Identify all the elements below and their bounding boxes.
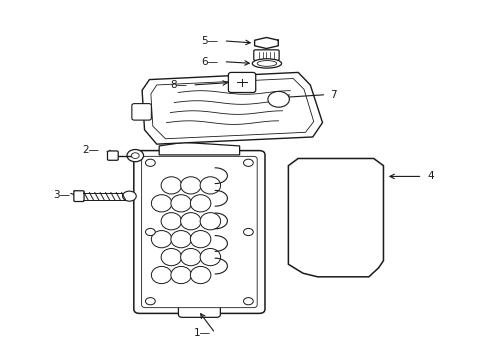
Ellipse shape	[190, 266, 210, 284]
FancyBboxPatch shape	[132, 104, 151, 120]
Ellipse shape	[170, 266, 191, 284]
Ellipse shape	[161, 248, 181, 266]
Text: 6—: 6—	[201, 57, 218, 67]
FancyBboxPatch shape	[253, 50, 279, 60]
Ellipse shape	[151, 266, 171, 284]
Ellipse shape	[252, 59, 281, 68]
Circle shape	[145, 298, 155, 305]
FancyBboxPatch shape	[228, 72, 255, 93]
FancyBboxPatch shape	[142, 156, 257, 308]
Ellipse shape	[151, 195, 171, 212]
Polygon shape	[142, 72, 322, 144]
Ellipse shape	[180, 177, 201, 194]
Text: 3—: 3—	[53, 190, 70, 200]
Text: 7: 7	[329, 90, 336, 100]
Ellipse shape	[257, 60, 276, 66]
Ellipse shape	[180, 248, 201, 266]
Text: 4: 4	[427, 171, 433, 181]
Circle shape	[145, 228, 155, 235]
Ellipse shape	[161, 213, 181, 230]
Ellipse shape	[151, 230, 171, 248]
Ellipse shape	[190, 195, 210, 212]
Text: 2—: 2—	[82, 145, 100, 155]
Circle shape	[122, 191, 136, 201]
Circle shape	[243, 159, 253, 166]
Ellipse shape	[170, 230, 191, 248]
Ellipse shape	[200, 213, 220, 230]
Text: 1—: 1—	[193, 328, 210, 338]
Circle shape	[267, 91, 289, 107]
Text: 5—: 5—	[201, 36, 218, 46]
Ellipse shape	[180, 213, 201, 230]
Polygon shape	[159, 142, 239, 155]
FancyBboxPatch shape	[74, 191, 84, 202]
Circle shape	[243, 228, 253, 235]
Ellipse shape	[190, 230, 210, 248]
FancyBboxPatch shape	[107, 151, 118, 160]
Polygon shape	[151, 78, 313, 139]
Polygon shape	[288, 158, 383, 277]
Ellipse shape	[170, 195, 191, 212]
FancyBboxPatch shape	[178, 302, 220, 318]
Polygon shape	[254, 37, 278, 49]
Text: 8—: 8—	[170, 80, 187, 90]
Circle shape	[131, 153, 139, 158]
FancyBboxPatch shape	[134, 150, 264, 314]
Ellipse shape	[200, 177, 220, 194]
Ellipse shape	[200, 248, 220, 266]
Circle shape	[127, 149, 143, 162]
Circle shape	[243, 298, 253, 305]
Ellipse shape	[161, 177, 181, 194]
Circle shape	[145, 159, 155, 166]
